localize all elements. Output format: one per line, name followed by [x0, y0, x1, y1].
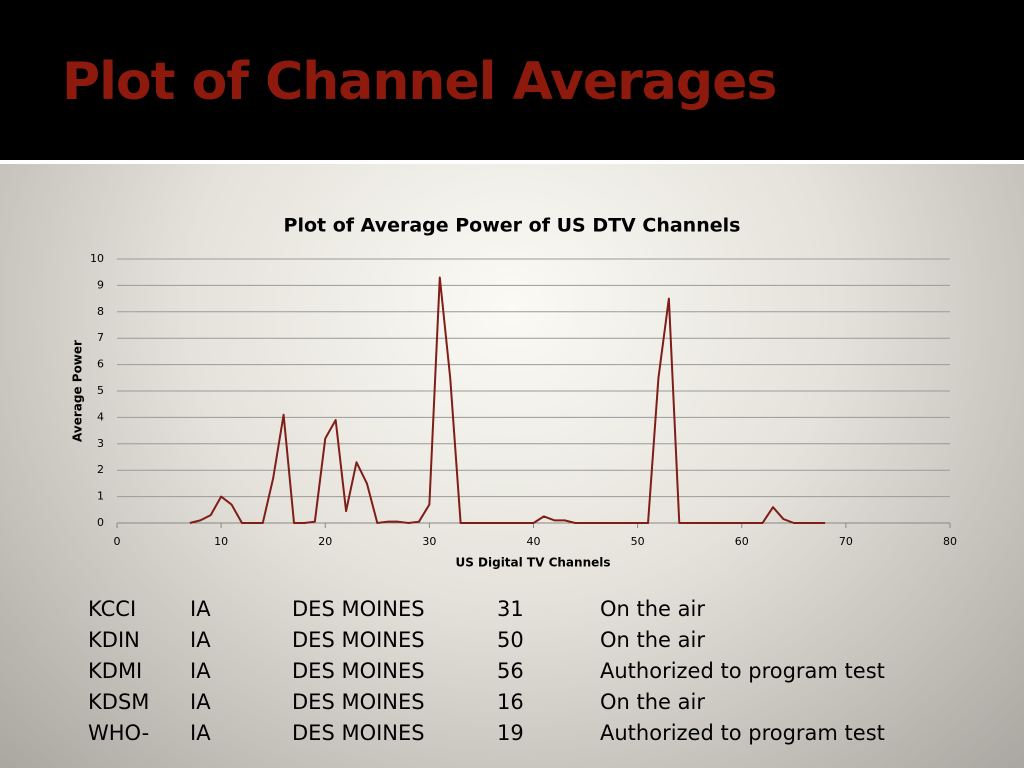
- y-tick-label: 4: [97, 410, 104, 423]
- y-tick-label: 0: [97, 516, 104, 529]
- y-tick-label: 2: [97, 463, 104, 476]
- table-cell: IA: [190, 720, 211, 745]
- table-row: KCCI IA DES MOINES 31 On the air: [82, 594, 891, 625]
- table-cell: 31: [497, 597, 524, 622]
- x-tick-label: 10: [214, 535, 228, 548]
- table-cell: On the air: [600, 689, 705, 714]
- chart-title: Plot of Average Power of US DTV Channels: [284, 215, 741, 237]
- x-tick-label: 0: [114, 535, 121, 548]
- table-cell: KCCI: [88, 597, 137, 622]
- table-cell: DES MOINES: [292, 720, 425, 745]
- x-axis-label: US Digital TV Channels: [455, 556, 610, 570]
- table-row: KDSM IA DES MOINES 16 On the air: [82, 686, 891, 717]
- table-cell: Authorized to program test: [600, 720, 885, 745]
- table-cell: KDMI: [88, 658, 143, 683]
- x-tick-label: 70: [839, 535, 853, 548]
- table-cell: 16: [497, 689, 524, 714]
- y-tick-label: 3: [97, 437, 104, 450]
- y-tick-label: 9: [97, 278, 104, 291]
- table-row: WHO- IA DES MOINES 19 Authorized to program …: [82, 717, 891, 748]
- table-cell: IA: [190, 689, 211, 714]
- table-cell: 50: [497, 628, 524, 653]
- slide-title: Plot of Channel Averages: [62, 52, 777, 112]
- header: Plot of Channel Averages: [0, 0, 1024, 164]
- data-line: [189, 276, 826, 524]
- table-cell: On the air: [600, 597, 705, 622]
- table-cell: On the air: [600, 628, 705, 653]
- table-cell: 19: [497, 720, 524, 745]
- table-cell: IA: [190, 597, 211, 622]
- table-cell: DES MOINES: [292, 689, 425, 714]
- y-tick-label: 8: [97, 305, 104, 318]
- table-cell: IA: [190, 658, 211, 683]
- x-tick-label: 20: [318, 535, 332, 548]
- table-cell: WHO-: [88, 720, 150, 745]
- table-cell: KDSM: [88, 689, 150, 714]
- table-cell: DES MOINES: [292, 628, 425, 653]
- table-cell: DES MOINES: [292, 597, 425, 622]
- y-tick-label: 1: [97, 490, 104, 503]
- y-tick-label: 5: [97, 384, 104, 397]
- table-row: KDIN IA DES MOINES 50 On the air: [82, 625, 891, 656]
- x-tick-label: 60: [735, 535, 749, 548]
- table-cell: Authorized to program test: [600, 658, 885, 683]
- table-cell: DES MOINES: [292, 658, 425, 683]
- table-cell: IA: [190, 628, 211, 653]
- station-table: KCCI IA DES MOINES 31 On the air KDIN IA DES MO…: [82, 594, 891, 748]
- y-tick-label: 10: [90, 252, 104, 265]
- x-tick-label: 30: [422, 535, 436, 548]
- x-tick-label: 40: [527, 535, 541, 548]
- y-tick-label: 7: [97, 331, 104, 344]
- x-tick-label: 50: [631, 535, 645, 548]
- chart: Plot of Average Power of US DTV Channels…: [71, 215, 958, 570]
- table-row: KDMI IA DES MOINES 56 Authorized to program …: [82, 656, 891, 687]
- y-axis-label: Average Power: [71, 340, 85, 442]
- y-tick-label: 6: [97, 358, 104, 371]
- table-cell: KDIN: [88, 628, 140, 653]
- x-tick-label: 80: [943, 535, 957, 548]
- table-cell: 56: [497, 658, 524, 683]
